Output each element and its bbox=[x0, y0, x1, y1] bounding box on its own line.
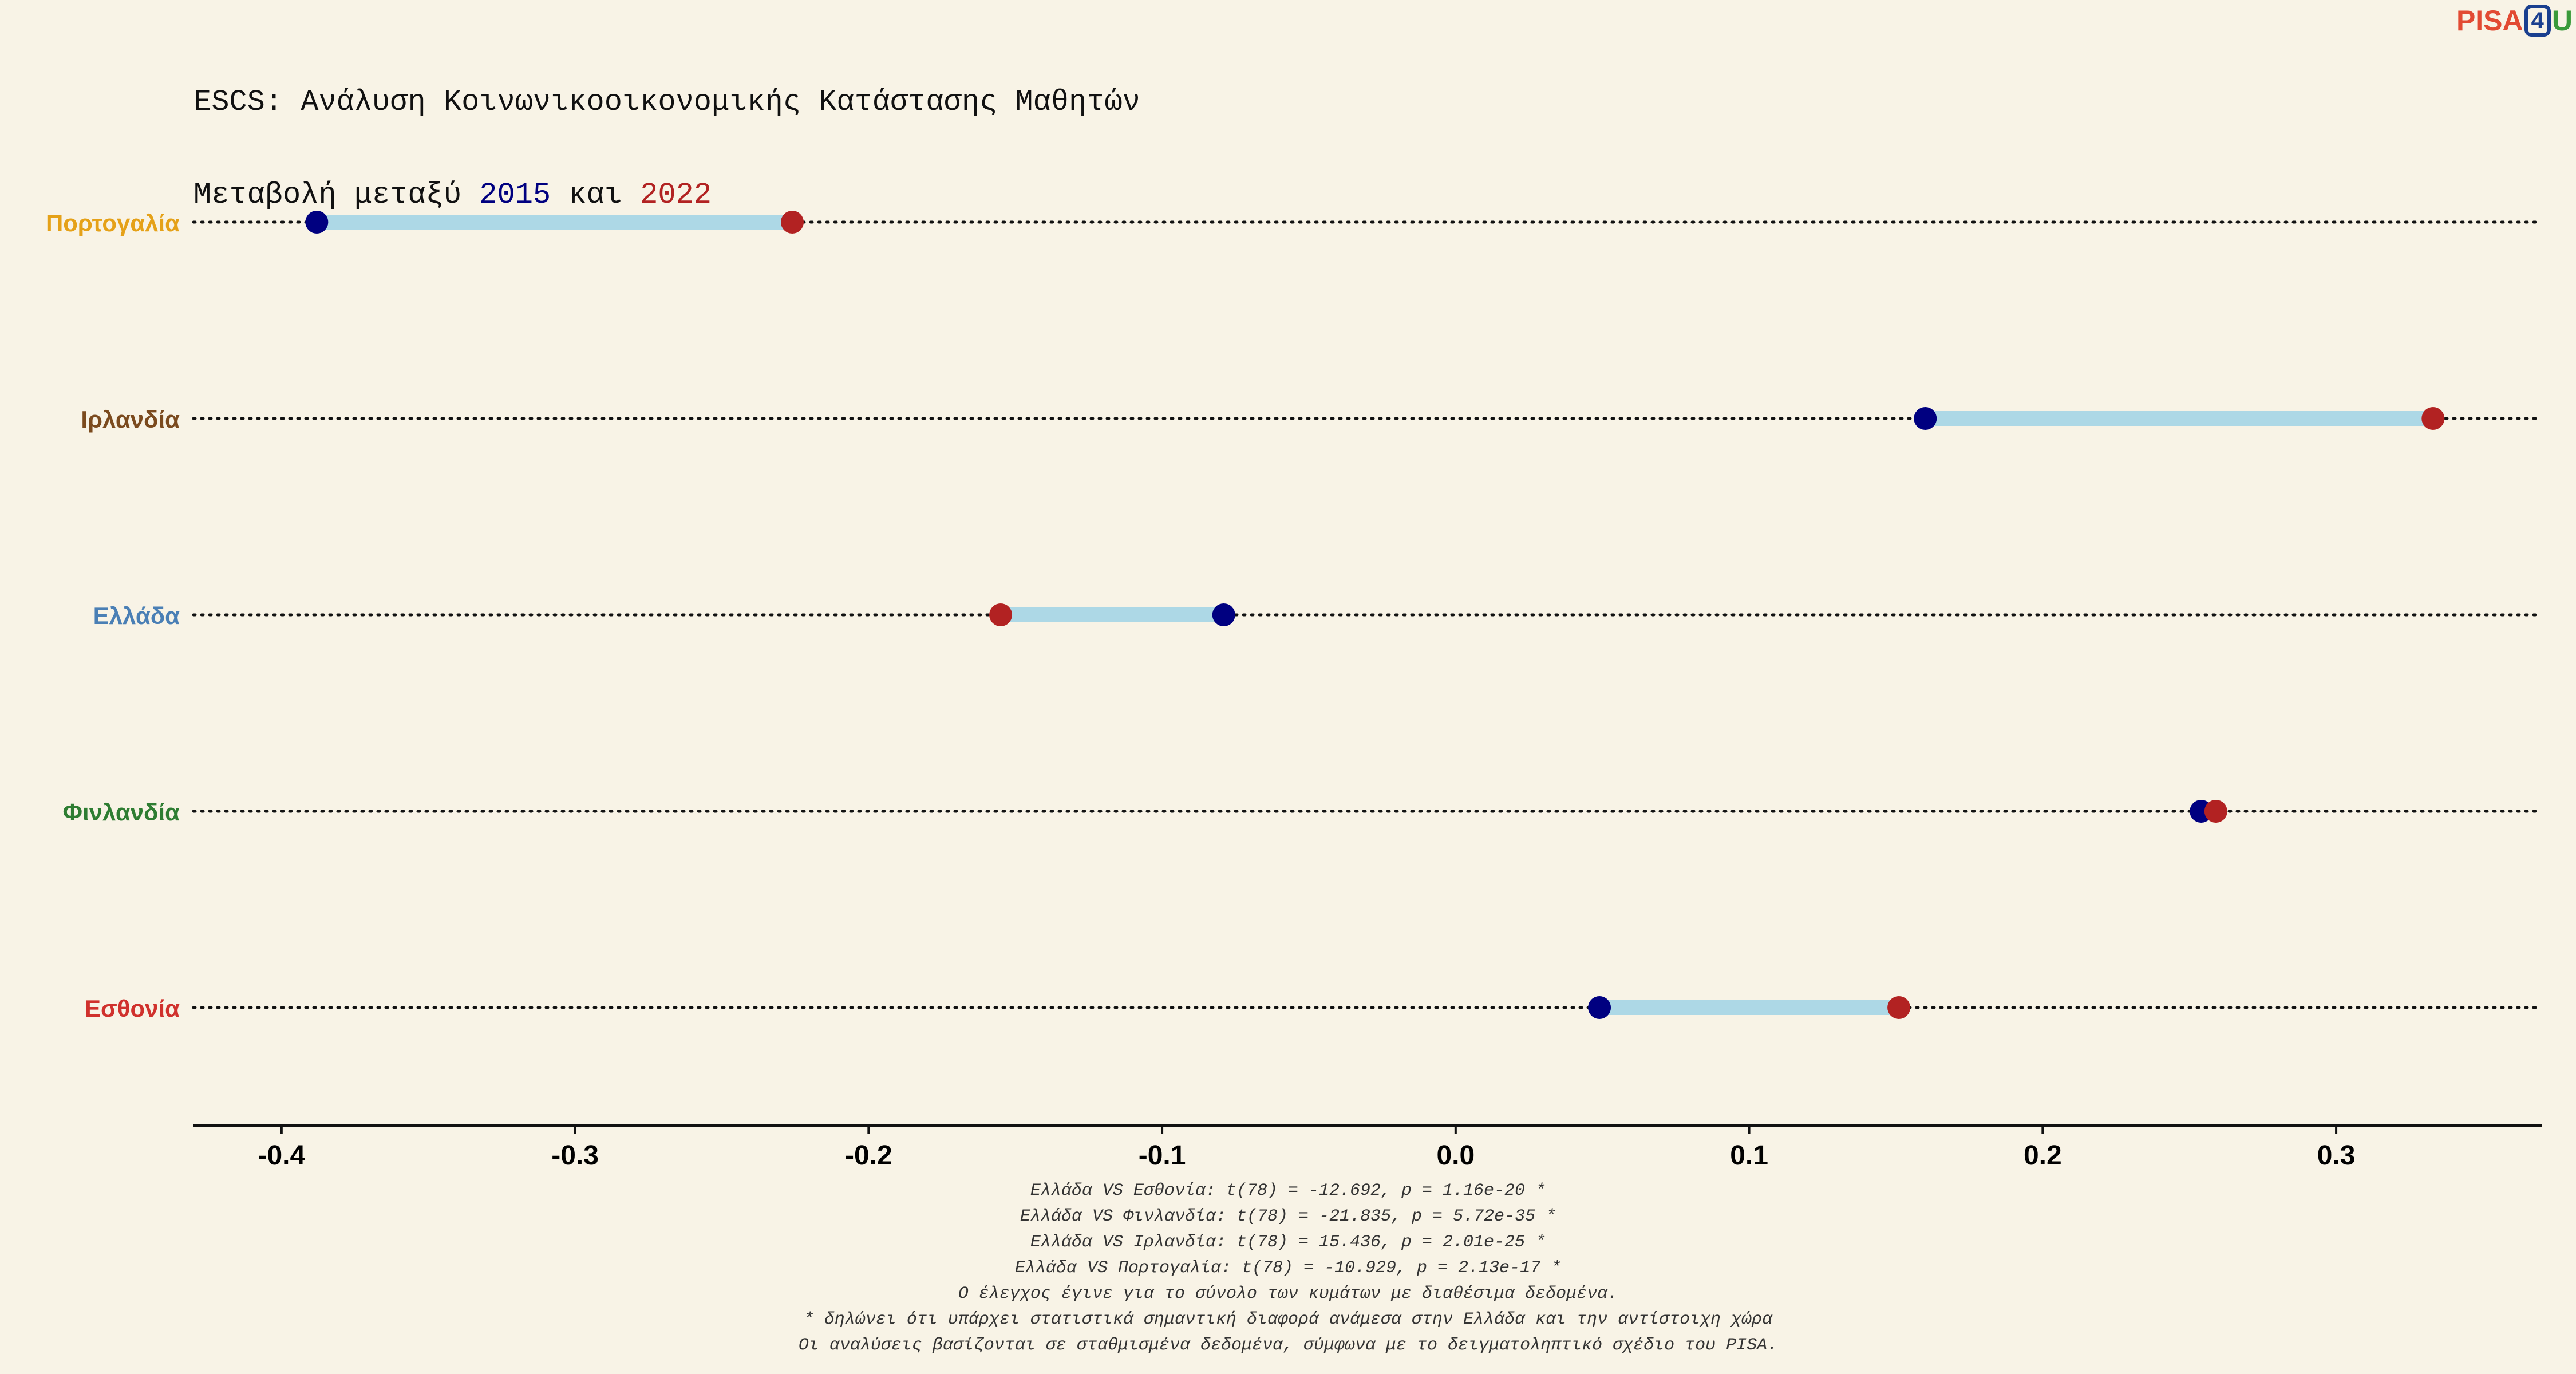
x-tick-label: 0.0 bbox=[1436, 1140, 1475, 1171]
category-label: Ελλάδα bbox=[93, 602, 180, 629]
point-2022 bbox=[2421, 407, 2445, 430]
footnote-line: Ελλάδα VS Φινλανδία: t(78) = -21.835, p … bbox=[1020, 1207, 1556, 1226]
logo-part-pisa: PISA bbox=[2456, 5, 2523, 37]
category-label: Φινλανδία bbox=[63, 799, 180, 826]
point-2015 bbox=[1914, 407, 1937, 430]
title-year-2015: 2015 bbox=[479, 178, 551, 212]
title-line-2-prefix: Μεταβολή μεταξύ bbox=[193, 178, 480, 212]
footnote-line: * δηλώνει ότι υπάρχει στατιστικά σημαντι… bbox=[803, 1310, 1773, 1329]
title-line-2: Μεταβολή μεταξύ 2015 και 2022 bbox=[193, 180, 1140, 211]
title-line-2-middle: και bbox=[551, 178, 641, 212]
category-label: Εσθονία bbox=[85, 995, 180, 1022]
category-label: Ιρλανδία bbox=[81, 406, 180, 433]
chart-title: ESCS: Ανάλυση Κοινωνικοοικονομικής Κατάσ… bbox=[193, 25, 1140, 242]
x-tick-label: -0.3 bbox=[551, 1140, 599, 1171]
title-year-2022: 2022 bbox=[640, 178, 712, 212]
logo-part-u: U bbox=[2551, 5, 2573, 37]
point-2015 bbox=[1588, 996, 1611, 1019]
point-2022 bbox=[989, 603, 1013, 626]
x-tick-label: 0.1 bbox=[1730, 1140, 1768, 1171]
footnote-line: Ελλάδα VS Πορτογαλία: t(78) = -10.929, p… bbox=[1014, 1258, 1562, 1278]
point-2022 bbox=[1887, 996, 1911, 1019]
footnote-line: Ο έλεγχος έγινε για το σύνολο των κυμάτω… bbox=[958, 1284, 1618, 1304]
category-label: Πορτογαλία bbox=[46, 210, 180, 236]
footnote-line: Οι αναλύσεις βασίζονται σε σταθμισμένα δ… bbox=[798, 1336, 1778, 1355]
logo-part-4: 4 bbox=[2524, 5, 2551, 37]
footnote-line: Ελλάδα VS Ιρλανδία: t(78) = 15.436, p = … bbox=[1030, 1233, 1546, 1252]
x-tick-label: 0.3 bbox=[2317, 1140, 2356, 1171]
x-tick-label: -0.4 bbox=[258, 1140, 305, 1171]
point-2015 bbox=[305, 211, 329, 234]
title-line-1: ESCS: Ανάλυση Κοινωνικοοικονομικής Κατάσ… bbox=[193, 85, 1140, 119]
x-tick-label: -0.2 bbox=[845, 1140, 892, 1171]
x-tick-label: -0.1 bbox=[1139, 1140, 1186, 1171]
x-tick-label: 0.2 bbox=[2024, 1140, 2062, 1171]
pisa4u-logo: PISA 4 U bbox=[2456, 3, 2573, 38]
footnotes: Ελλάδα VS Εσθονία: t(78) = -12.692, p = … bbox=[0, 1178, 2576, 1359]
point-2022 bbox=[2204, 800, 2227, 823]
footnote-line: Ελλάδα VS Εσθονία: t(78) = -12.692, p = … bbox=[1030, 1181, 1546, 1201]
point-2015 bbox=[1212, 603, 1235, 626]
point-2022 bbox=[781, 211, 804, 234]
